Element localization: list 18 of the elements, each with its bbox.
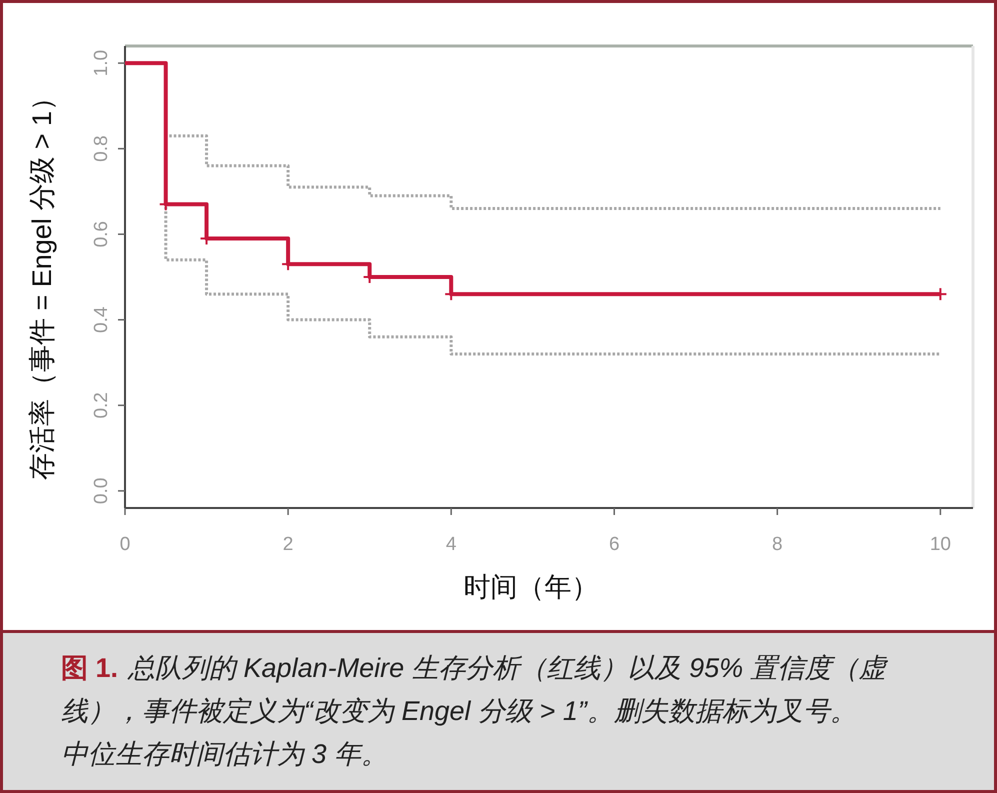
x-tick-label: 10	[930, 534, 951, 555]
y-tick-label: 1.0	[91, 50, 112, 76]
x-tick-label: 8	[772, 534, 783, 555]
y-tick-label: 0.4	[91, 306, 112, 333]
text: 线），事件被定义为“改变为 Engel 分级 > 1”。删失数据标为叉号。	[61, 696, 857, 726]
x-axis-title: 时间（年）	[464, 572, 598, 602]
y-tick-label: 0.2	[91, 392, 112, 419]
y-axis-title: 存活率（事件 = Engel 分级 > 1）	[27, 84, 57, 480]
x-tick-label: 6	[608, 534, 620, 555]
x-tick-label: 4	[446, 534, 457, 555]
y-tick-label: 0.0	[91, 478, 112, 504]
caption: 图 1.	[61, 653, 118, 683]
y-tick-label: 0.6	[91, 221, 112, 248]
text: 中位生存时间估计为 3 年。	[61, 739, 388, 769]
text: 总队列的 Kaplan-Meire 生存分析（红线）以及 95% 置信度（虚	[128, 653, 886, 683]
x-tick-label: 0	[120, 534, 130, 555]
y-tick-label: 0.8	[91, 135, 112, 162]
x-tick-label: 2	[282, 534, 294, 555]
